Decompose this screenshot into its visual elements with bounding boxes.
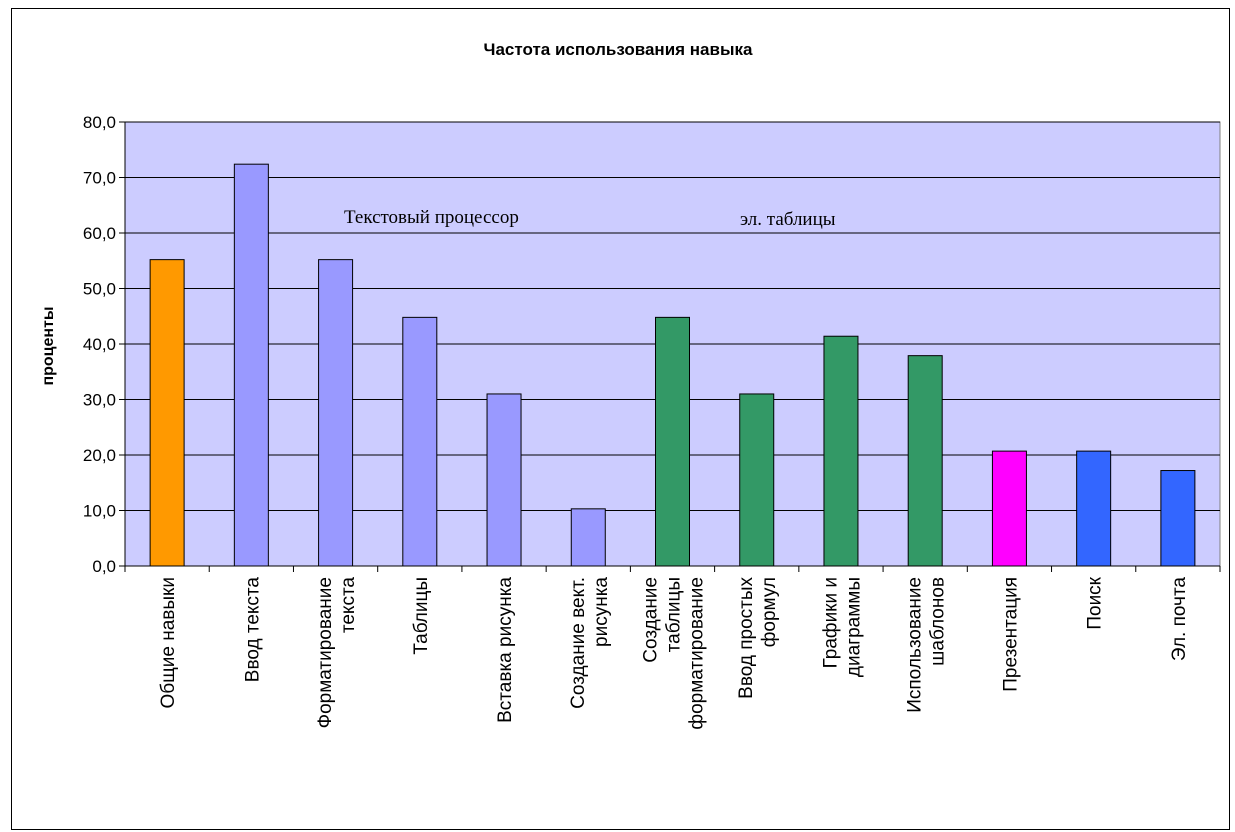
x-category-label: Ввод текста (242, 577, 263, 683)
y-tick-label: 10,0 (83, 502, 116, 521)
bar (823, 335, 859, 567)
x-category-label: Таблицы (411, 577, 432, 655)
bar (991, 450, 1027, 567)
y-axis-label: проценты (40, 306, 57, 385)
bar (739, 393, 775, 567)
bar-chart: Частота использования навыка проценты 0,… (40, 40, 1221, 730)
bar (402, 316, 438, 567)
x-category-label: Поиск (1085, 576, 1106, 629)
x-category-label: Форматирование (315, 577, 336, 728)
chart-frame: Частота использования навыка проценты 0,… (11, 8, 1230, 830)
annotation-spreadsheets: эл. таблицы (740, 209, 836, 230)
y-tick-label: 80,0 (83, 113, 116, 132)
x-category-label: Общие навыки (158, 577, 179, 709)
bar (486, 393, 522, 567)
bar (570, 508, 606, 567)
y-tick-label: 20,0 (83, 446, 116, 465)
annotation-text-processor: Текстовый процессор (344, 207, 519, 228)
plot-area: 0,0 10,0 20,0 30,0 40,0 50,0 60,0 70,0 80,0 Общие… (83, 113, 1221, 730)
x-category-label: Создание вект. (568, 577, 589, 709)
bar (1160, 470, 1196, 567)
bar (233, 163, 269, 567)
x-category-label: текста (338, 577, 359, 634)
chart-title: Частота использования навыка (484, 40, 753, 59)
y-tick-label: 0,0 (92, 557, 116, 576)
bar (907, 355, 943, 567)
x-category-label: Презентация (1000, 577, 1021, 692)
x-category-label: рисунка (591, 577, 612, 647)
x-category-label: диаграммы (844, 577, 865, 677)
x-category-label: формул (759, 577, 780, 647)
bar (318, 259, 354, 567)
x-category-label: Использование (905, 577, 926, 713)
x-category-label: шаблонов (928, 577, 949, 666)
x-category-label: форматирование (687, 577, 708, 730)
bar (1076, 450, 1112, 567)
y-tick-label: 30,0 (83, 391, 116, 410)
x-category-label: Эл. почта (1169, 577, 1190, 661)
bar (149, 259, 185, 567)
y-tick-label: 60,0 (83, 224, 116, 243)
x-category-label: Вставка рисунка (495, 577, 516, 723)
x-category-label: Ввод простых (736, 577, 757, 699)
y-tick-label: 70,0 (83, 169, 116, 188)
x-category-label: таблицы (664, 577, 685, 652)
y-tick-label: 50,0 (83, 280, 116, 299)
x-category-label: Графики и (821, 577, 842, 668)
bar (655, 316, 690, 567)
x-category-label: Создание (641, 577, 662, 663)
y-tick-label: 40,0 (83, 335, 116, 354)
